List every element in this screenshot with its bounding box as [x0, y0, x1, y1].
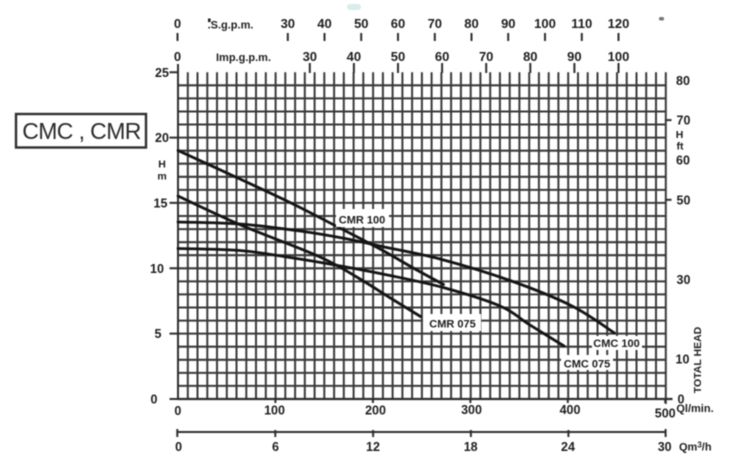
svg-text:100: 100	[608, 49, 630, 64]
svg-text:0: 0	[174, 49, 181, 64]
svg-text:Imp.g.p.m.: Imp.g.p.m.	[216, 52, 271, 64]
svg-text:110: 110	[571, 16, 592, 31]
svg-text:70: 70	[479, 49, 493, 64]
svg-text:40: 40	[317, 16, 331, 31]
svg-text:400: 400	[560, 403, 581, 417]
svg-text:30: 30	[658, 440, 672, 454]
svg-text:H: H	[158, 159, 166, 171]
svg-text:25: 25	[155, 66, 169, 80]
svg-text:60: 60	[391, 16, 405, 31]
svg-text:100: 100	[534, 16, 556, 31]
svg-text:10: 10	[676, 353, 690, 367]
svg-text:0: 0	[175, 440, 182, 454]
svg-text:12: 12	[366, 440, 380, 454]
svg-text:18: 18	[464, 440, 478, 454]
svg-text:30: 30	[303, 49, 317, 64]
svg-text:Ql/min.: Ql/min.	[676, 403, 713, 415]
svg-text:50: 50	[354, 16, 368, 31]
svg-text:80: 80	[523, 49, 537, 64]
svg-text:.S.g.p.m.: .S.g.p.m.	[208, 20, 254, 32]
svg-text:70: 70	[677, 114, 691, 128]
svg-text:90: 90	[501, 16, 515, 31]
svg-text:50: 50	[391, 49, 405, 64]
svg-text:TOTAL HEAD: TOTAL HEAD	[692, 326, 704, 393]
svg-text:10: 10	[150, 262, 164, 276]
svg-text:5: 5	[155, 327, 162, 341]
svg-text:30: 30	[281, 16, 295, 31]
svg-text:300: 300	[461, 403, 482, 417]
svg-text:500: 500	[655, 407, 676, 421]
svg-text:CMR 100: CMR 100	[339, 215, 385, 227]
svg-text:200: 200	[365, 403, 386, 417]
svg-text:0: 0	[174, 16, 181, 31]
svg-text:6: 6	[272, 440, 279, 454]
svg-text:CMC 100: CMC 100	[593, 338, 639, 350]
svg-text:80: 80	[464, 16, 478, 31]
svg-text:20: 20	[155, 131, 169, 145]
svg-text:CMC , CMR: CMC , CMR	[22, 118, 141, 144]
svg-text:0: 0	[678, 393, 685, 407]
svg-text:24: 24	[561, 440, 575, 454]
svg-text:m: m	[157, 171, 166, 183]
svg-text:60: 60	[435, 49, 449, 64]
svg-text:CMC 075: CMC 075	[564, 359, 610, 371]
svg-text:0: 0	[174, 404, 181, 418]
svg-text:60: 60	[676, 154, 690, 168]
svg-text:H: H	[676, 129, 684, 141]
svg-text:90: 90	[567, 49, 581, 64]
svg-text:Qm3/h: Qm3/h	[679, 441, 712, 454]
svg-text:40: 40	[347, 49, 361, 64]
svg-text:15: 15	[154, 196, 168, 210]
svg-text:70: 70	[428, 16, 442, 31]
svg-text:100: 100	[264, 403, 285, 417]
svg-text:50: 50	[677, 193, 691, 207]
svg-text:CMR 075: CMR 075	[429, 319, 475, 331]
svg-text:ft: ft	[677, 141, 684, 153]
svg-text:80: 80	[676, 74, 690, 88]
svg-text:0: 0	[151, 393, 158, 407]
svg-text:30: 30	[677, 273, 691, 287]
svg-text:120: 120	[608, 16, 630, 31]
